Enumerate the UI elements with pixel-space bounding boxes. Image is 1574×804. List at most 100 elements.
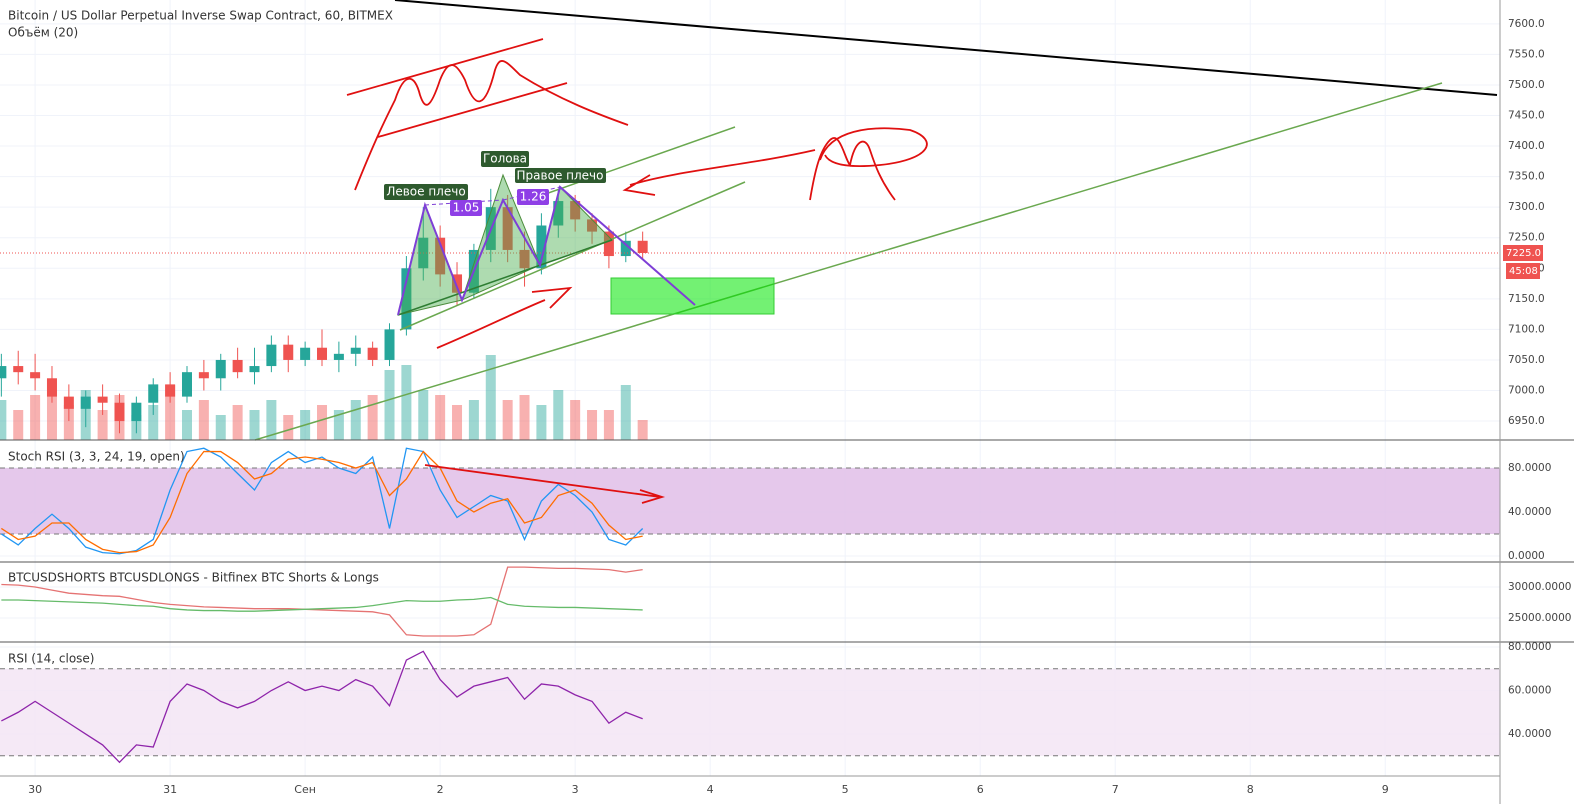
candle-body <box>620 240 631 257</box>
candle-body <box>165 384 176 397</box>
candle-body <box>435 237 446 275</box>
band <box>0 668 1500 756</box>
volume-bar <box>620 385 631 440</box>
candle-body <box>553 201 564 226</box>
volume-bar <box>317 405 328 440</box>
candle-body <box>300 347 311 360</box>
freehand <box>346 38 928 504</box>
volume-bar <box>97 410 108 440</box>
trend-line <box>254 82 1443 441</box>
volume-bar <box>418 390 429 440</box>
annotation: 1.26 <box>520 190 547 204</box>
neckline <box>397 239 613 316</box>
series-line <box>0 447 644 555</box>
x-tick-label: 31 <box>163 783 177 796</box>
y-tick-label: 25000.0000 <box>1508 612 1571 624</box>
volume-bar <box>232 405 243 440</box>
volume-bar <box>519 395 530 440</box>
volume-bar <box>350 400 361 440</box>
volume-bar <box>181 410 192 440</box>
candle-body <box>148 384 159 403</box>
series-line <box>0 450 643 554</box>
volume-bar <box>148 405 159 440</box>
y-tick-label: 7550.0 <box>1508 48 1545 60</box>
candle-body <box>452 274 463 293</box>
grid <box>0 0 1500 776</box>
volume-bar <box>637 420 648 440</box>
volume-bar <box>401 365 412 440</box>
candle-body <box>519 249 530 269</box>
y-tick-label: 7450.0 <box>1508 110 1545 122</box>
y-tick-label: 80.0000 <box>1508 462 1551 474</box>
y-tick-label: 40.0000 <box>1508 728 1551 740</box>
volume-bar <box>603 410 614 440</box>
y-tick-label: 60.0000 <box>1508 685 1551 697</box>
candle-body <box>181 372 192 397</box>
volume-bar <box>46 380 57 440</box>
series-line <box>1 566 643 637</box>
candle-body <box>215 359 226 379</box>
volume-bar <box>63 405 74 440</box>
y-tick-label: 6950.0 <box>1508 415 1545 427</box>
x-tick-label: 6 <box>977 783 984 796</box>
candle-body <box>333 353 344 360</box>
volume-bar <box>570 400 581 440</box>
volume-bar <box>587 410 598 440</box>
candle-body <box>30 372 41 379</box>
y-tick-label: 7300.0 <box>1508 201 1545 213</box>
candle-body <box>13 366 24 373</box>
y-tick-label: 7100.0 <box>1508 323 1545 335</box>
candle-body <box>367 347 378 360</box>
y-tick-label: 0.0000 <box>1508 550 1545 562</box>
volume-title: Объём (20) <box>8 26 78 40</box>
candle-body <box>80 396 91 409</box>
volume-bar <box>249 410 260 440</box>
series-line <box>1 650 643 764</box>
volume-bar <box>198 400 209 440</box>
candle-body <box>637 240 648 253</box>
candle-body <box>232 359 243 373</box>
annotation: Левое плечо <box>386 185 465 199</box>
label-box <box>384 184 468 200</box>
candle-body <box>63 396 74 409</box>
volume-bar <box>502 400 513 440</box>
candle-body <box>97 396 108 403</box>
candle-body <box>198 372 209 379</box>
x-tick-label: 7 <box>1112 783 1119 796</box>
price-tag <box>1503 245 1543 261</box>
volume-bar <box>367 395 378 440</box>
band <box>0 468 1500 534</box>
label-box <box>515 168 606 183</box>
pane-title: RSI (14, close) <box>8 652 94 666</box>
y-tick-label: 7050.0 <box>1508 354 1545 366</box>
volume-bar <box>536 405 547 440</box>
y-tick-label: 7000.0 <box>1508 385 1545 397</box>
candle-body <box>249 366 260 373</box>
candle-body <box>384 329 395 360</box>
volume-bar <box>452 405 463 440</box>
x-tick-label: 3 <box>572 783 579 796</box>
candle-body <box>502 207 513 250</box>
target-zone <box>610 277 775 315</box>
candle-body <box>350 347 361 354</box>
candle-body <box>0 366 7 379</box>
y-tick-label: 7600.0 <box>1508 18 1545 30</box>
candle-body <box>536 225 547 269</box>
label-box <box>517 189 549 205</box>
annotation: 1.05 <box>453 201 480 215</box>
volume-bar <box>0 400 7 440</box>
y-tick-label: 7150.0 <box>1508 293 1545 305</box>
candle-body <box>587 219 598 232</box>
annotation: Правое плечо <box>517 169 604 183</box>
volume-bar <box>266 400 277 440</box>
countdown-label: 45:08 <box>1509 266 1538 277</box>
candle-body <box>114 402 125 422</box>
candle-body <box>283 344 294 360</box>
volume-bar <box>283 415 294 440</box>
y-tick-label: 80.0000 <box>1508 641 1551 653</box>
pane-title: Stoch RSI (3, 3, 24, 19, open) <box>8 450 185 464</box>
candle-body <box>603 231 614 257</box>
y-tick-label: 40.0000 <box>1508 506 1551 518</box>
y-tick-label: 30000.0000 <box>1508 581 1571 593</box>
